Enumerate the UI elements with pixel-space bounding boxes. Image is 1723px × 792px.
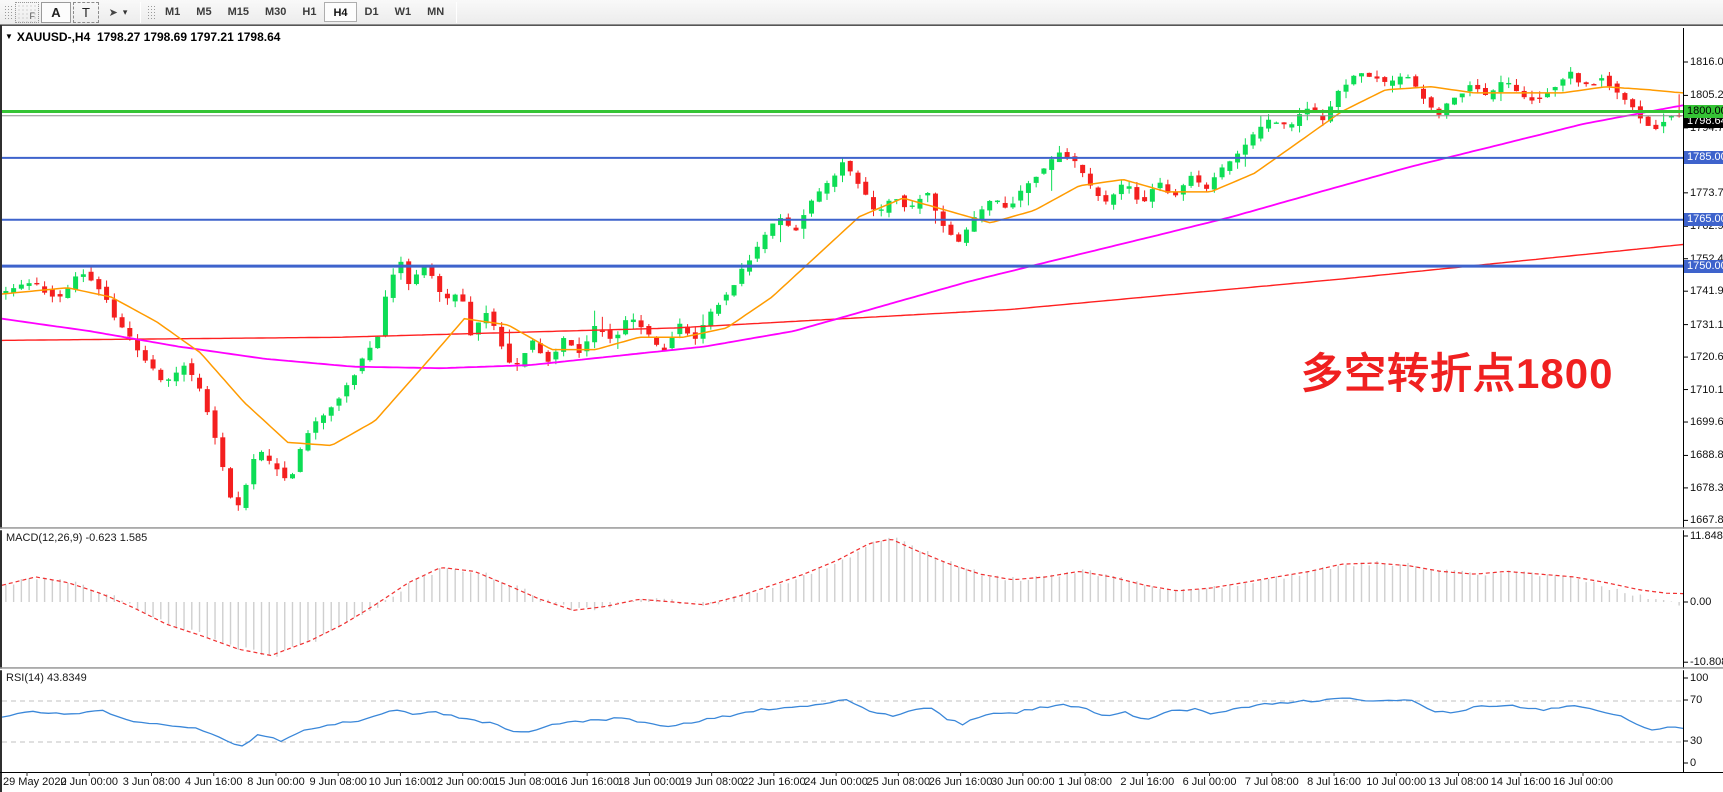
- timeframe-toolbar-grip[interactable]: [147, 4, 155, 20]
- toolbar: F A T ➤ ▾ M1 M5 M15 M30 H1 H4 D1 W1 MN: [0, 0, 1723, 25]
- text-tool-icon: T: [82, 4, 90, 20]
- timeframe-d1-button[interactable]: D1: [364, 6, 379, 18]
- label-tool-button[interactable]: A: [41, 1, 71, 23]
- timeframe-group: M1 M5 M15 M30 H1 H4 D1 W1 MN: [157, 2, 452, 22]
- timeframe-m1-button[interactable]: M1: [165, 6, 181, 18]
- timeframe-mn-button[interactable]: MN: [427, 6, 445, 18]
- fibonacci-tool-button[interactable]: F: [15, 1, 39, 23]
- timeframe-w1-button[interactable]: W1: [394, 6, 412, 18]
- fibonacci-icon: F: [29, 10, 36, 21]
- arrows-tool-button[interactable]: ➤ ▾: [101, 2, 135, 23]
- toolbar-grip[interactable]: [4, 4, 12, 20]
- toolbar-separator: [140, 1, 141, 23]
- label-tool-icon: A: [51, 4, 61, 20]
- timeframe-m5-button[interactable]: M5: [196, 6, 212, 18]
- toolbar-separator-2: [456, 1, 458, 23]
- timeframe-h4-button[interactable]: H4: [324, 2, 357, 22]
- chevron-down-icon: ▾: [122, 6, 128, 17]
- timeframe-m15-button[interactable]: M15: [227, 6, 249, 18]
- timeframe-m30-button[interactable]: M30: [264, 6, 287, 18]
- arrows-icon: ➤: [108, 6, 118, 19]
- timeframe-h1-button[interactable]: H1: [302, 6, 317, 18]
- text-tool-button[interactable]: T: [73, 1, 99, 23]
